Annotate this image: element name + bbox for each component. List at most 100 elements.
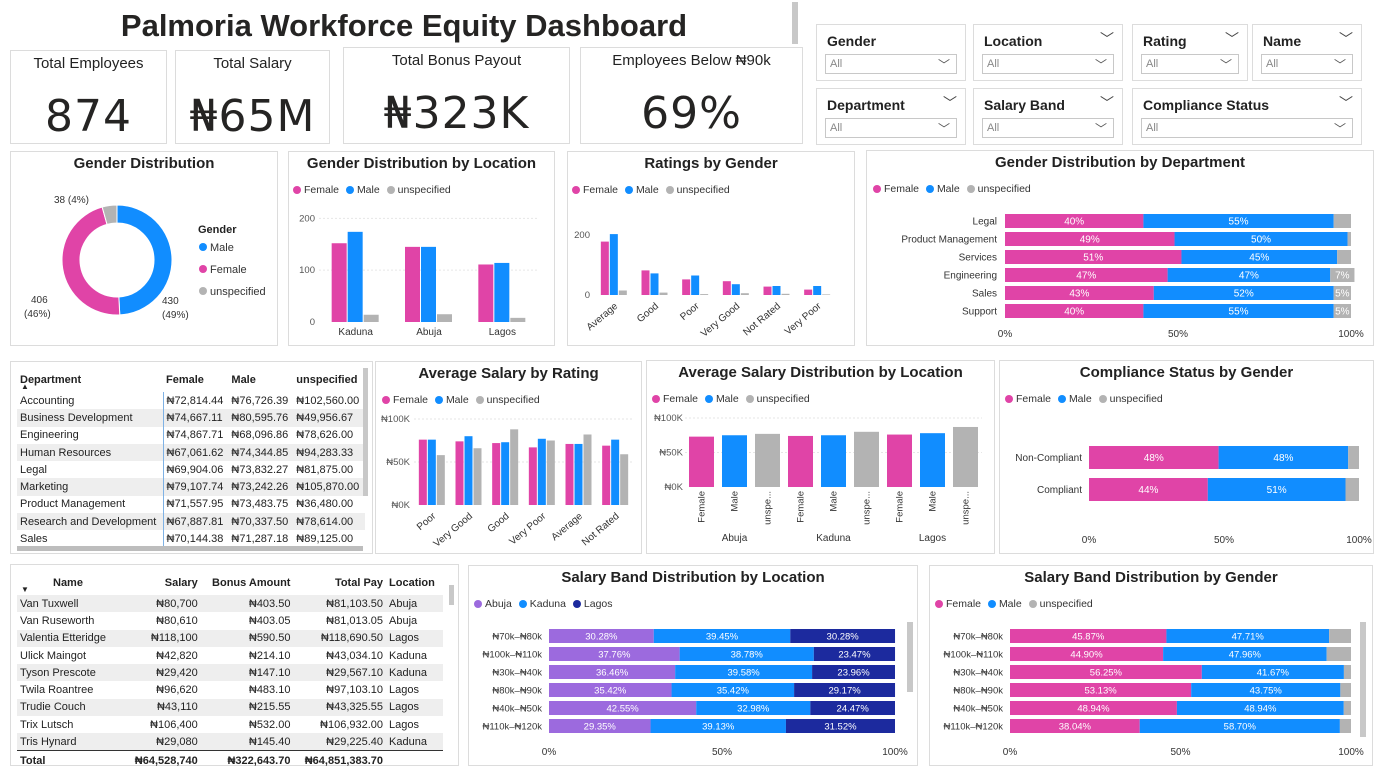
- chevron-down-icon[interactable]: ﹀: [943, 95, 957, 111]
- slicer-compliance-status[interactable]: Compliance Status ﹀ All ﹀: [1132, 88, 1362, 145]
- slicer-department[interactable]: Department ﹀ All ﹀: [816, 88, 966, 145]
- legend-dot: [434, 396, 443, 404]
- bar-unspecified: [546, 440, 555, 505]
- legend-male: Male: [936, 183, 960, 195]
- legend-unspecified: unspecified: [977, 183, 1031, 195]
- bar-female: [565, 443, 574, 505]
- table-row[interactable]: Tyson Prescote ₦29,420 ₦147.10 ₦29,567.10 Ka…: [17, 664, 443, 682]
- table-row[interactable]: Van Ruseworth ₦80,610 ₦403.05 ₦81,013.05 Abu…: [17, 612, 443, 629]
- slicer-value: All: [1266, 58, 1279, 70]
- chevron-down-icon[interactable]: ﹀: [1333, 58, 1346, 72]
- col-header-name[interactable]: Name: [53, 577, 83, 589]
- bar-female: [331, 243, 347, 322]
- chevron-down-icon[interactable]: ﹀: [1219, 58, 1232, 72]
- col-header-unspecified[interactable]: unspecified: [296, 374, 358, 386]
- table-row[interactable]: Sales ₦70,144.38 ₦71,287.18 ₦89,125.00: [17, 530, 365, 548]
- sort-arrow-icon[interactable]: ▲: [21, 382, 29, 391]
- bar-segment-female: [1010, 701, 1177, 715]
- chevron-down-icon[interactable]: ﹀: [1094, 58, 1107, 72]
- chevron-down-icon[interactable]: ﹀: [1339, 95, 1353, 111]
- table-scrollbar-horizontal[interactable]: [17, 546, 363, 551]
- table-cell: ₦71,287.18: [231, 533, 289, 546]
- chevron-down-icon[interactable]: ﹀: [1339, 31, 1353, 47]
- slicer-name[interactable]: Name ﹀ All ﹀: [1252, 24, 1362, 81]
- table-cell: ₦78,626.00: [296, 429, 354, 442]
- chart-title: Ratings by Gender: [644, 155, 778, 172]
- col-header-bonus[interactable]: Bonus Amount: [212, 577, 291, 589]
- slicer-rating[interactable]: Rating ﹀ All ﹀: [1132, 24, 1248, 81]
- table-cell: Kaduna: [386, 664, 443, 682]
- table-row[interactable]: Human Resources ₦67,061.62 ₦74,344.85 ₦94,2…: [17, 443, 365, 462]
- table-row[interactable]: Valentia Etteridge ₦118,100 ₦590.50 ₦118,69…: [17, 629, 443, 647]
- chevron-down-icon[interactable]: ﹀: [1094, 122, 1107, 136]
- data-label: 43.75%: [1250, 686, 1283, 697]
- chevron-down-icon[interactable]: ﹀: [1333, 122, 1346, 136]
- table-row[interactable]: Van Tuxwell ₦80,700 ₦403.50 ₦81,103.50 Abuja: [17, 595, 443, 613]
- slicer-location[interactable]: Location ﹀ All ﹀: [973, 24, 1123, 81]
- slicer-dropdown[interactable]: All ﹀: [825, 118, 957, 138]
- bar-segment-unspecified: [1333, 286, 1351, 300]
- chart-scrollbar[interactable]: [907, 622, 913, 692]
- chevron-down-icon[interactable]: ﹀: [937, 122, 950, 136]
- legend: Female Male unspecified: [572, 184, 734, 196]
- table-cell: ₦73,832.27: [231, 463, 289, 476]
- data-label: 41.67%: [1257, 668, 1290, 679]
- category-label: ₦100k–₦110k: [943, 650, 1003, 661]
- col-header-location[interactable]: Location: [389, 577, 435, 589]
- legend-dot: [704, 395, 713, 403]
- table-row[interactable]: Ulick Maingot ₦42,820 ₦214.10 ₦43,034.10 Kad…: [17, 647, 443, 664]
- slicer-dropdown[interactable]: All ﹀: [1141, 54, 1239, 74]
- table-cell: ₦532.00: [248, 718, 291, 731]
- table-row[interactable]: Accounting ₦72,814.44 ₦76,726.39 ₦102,560.0…: [17, 392, 365, 410]
- table-row[interactable]: Marketing ₦79,107.74 ₦73,242.26 ₦105,870.00: [17, 478, 365, 496]
- legend-female: Female: [583, 184, 619, 196]
- y-tick-label: 0: [310, 317, 315, 328]
- chevron-down-icon[interactable]: ﹀: [1225, 31, 1239, 47]
- slicer-salary-band[interactable]: Salary Band ﹀ All ﹀: [973, 88, 1123, 145]
- col-header-salary[interactable]: Salary: [164, 577, 198, 589]
- chart-title: Salary Band Distribution by Location: [561, 569, 825, 586]
- slicer-dropdown[interactable]: All ﹀: [1141, 118, 1353, 138]
- slicer-dropdown[interactable]: All ﹀: [1261, 54, 1353, 74]
- table-cell: ₦80,595.76: [228, 409, 294, 427]
- col-header-department[interactable]: Department: [20, 374, 82, 386]
- gender-by-location-card: Gender Distribution by Location Female M…: [288, 151, 555, 346]
- category-label: Services: [959, 253, 997, 264]
- table-row[interactable]: Product Management ₦71,557.95 ₦73,483.75 ₦3…: [17, 495, 365, 514]
- slicer-dropdown[interactable]: All ﹀: [825, 54, 957, 74]
- table-row[interactable]: Trix Lutsch ₦106,400 ₦532.00 ₦106,932.00 Lag…: [17, 716, 443, 733]
- bar-segment-abuja: [549, 647, 680, 661]
- table-scrollbar-vertical[interactable]: [363, 368, 368, 496]
- chevron-down-icon[interactable]: ﹀: [1100, 95, 1114, 111]
- chart-scrollbar[interactable]: [1360, 622, 1366, 737]
- table-row[interactable]: Engineering ₦74,867.71 ₦68,096.86 ₦78,626.0…: [17, 426, 365, 444]
- table-cell: ₦49,956.67: [293, 409, 365, 427]
- data-label: 48.94%: [1244, 704, 1277, 715]
- col-header-total-pay[interactable]: Total Pay: [334, 577, 384, 589]
- table-row[interactable]: Tris Hynard ₦29,080 ₦145.40 ₦29,225.40 Kadun…: [17, 733, 443, 751]
- col-header-male[interactable]: Male: [231, 374, 256, 386]
- slicer-dropdown[interactable]: All ﹀: [982, 54, 1114, 74]
- chart-title: Average Salary by Rating: [418, 365, 599, 382]
- table-row[interactable]: Trudie Couch ₦43,110 ₦215.55 ₦43,325.55 Lago…: [17, 698, 443, 717]
- category-label: ₦70k–₦80k: [953, 632, 1003, 643]
- table-row[interactable]: Legal ₦69,904.06 ₦73,832.27 ₦81,875.00: [17, 461, 365, 479]
- table-row[interactable]: Twila Roantree ₦96,620 ₦483.10 ₦97,103.10 La…: [17, 681, 443, 698]
- slicer-dropdown[interactable]: All ﹀: [982, 118, 1114, 138]
- chevron-down-icon[interactable]: ﹀: [1100, 31, 1114, 47]
- data-label: 44.90%: [1070, 650, 1103, 661]
- col-header-female[interactable]: Female: [166, 374, 204, 386]
- title-scrollbar[interactable]: [792, 2, 798, 44]
- x-tick-label: 0%: [1003, 747, 1018, 758]
- bar-male: [650, 273, 659, 295]
- slicer-gender[interactable]: Gender All ﹀: [816, 24, 966, 81]
- sort-arrow-icon[interactable]: ▼: [21, 585, 29, 594]
- legend-dot: [987, 600, 996, 608]
- legend-unspecified: unspecified: [1039, 598, 1093, 610]
- table-row[interactable]: Research and Development ₦67,887.81 ₦70,33…: [17, 513, 365, 531]
- bar-female: [418, 439, 427, 505]
- table-cell: ₦67,887.81: [162, 513, 229, 531]
- table-row[interactable]: Business Development ₦74,667.11 ₦80,595.76…: [17, 409, 365, 427]
- chevron-down-icon[interactable]: ﹀: [937, 58, 950, 72]
- table-scrollbar-vertical[interactable]: [449, 585, 454, 605]
